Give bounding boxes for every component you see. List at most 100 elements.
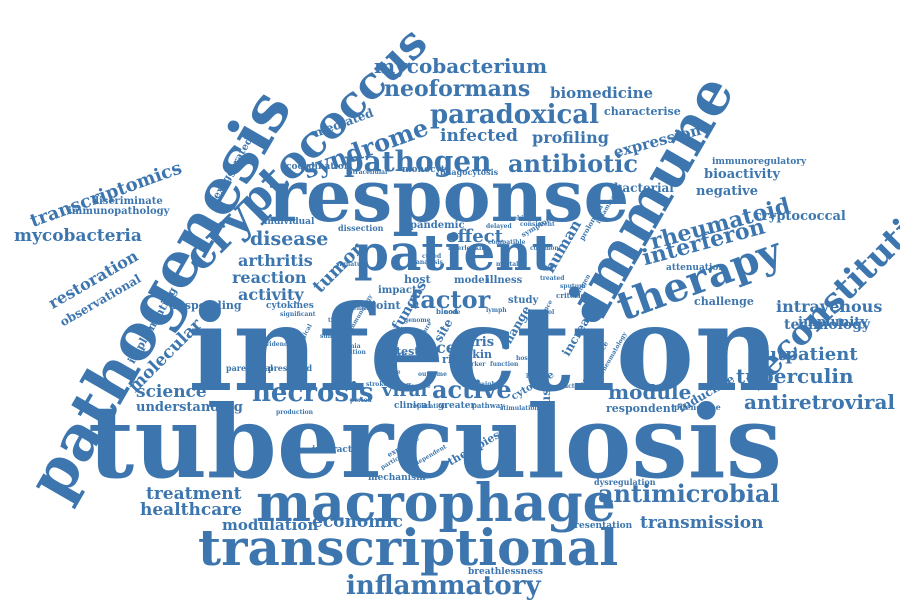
- word-subtype: subtype: [320, 333, 347, 340]
- word-effect: effect: [446, 226, 503, 247]
- word-tuberculosis: tuberculosis: [88, 383, 782, 501]
- word-transcriptional: transcriptional: [198, 518, 619, 577]
- word-antimicrobial: antimicrobial: [598, 479, 780, 508]
- word-outcome: outcome: [418, 371, 447, 378]
- word-level: level: [526, 373, 542, 380]
- word-bioactivity: bioactivity: [704, 167, 781, 182]
- word-disease: disease: [250, 228, 329, 250]
- word-reaction: reaction: [232, 268, 307, 287]
- word-seeking: seeking: [506, 215, 533, 222]
- word-profiling: profiling: [532, 128, 609, 147]
- word-condition: condition: [334, 349, 366, 356]
- word-intravenous: intravenous: [776, 297, 883, 316]
- word-weight: weight: [476, 381, 499, 388]
- word-control: control: [530, 309, 555, 316]
- word-neoformans: neoformans: [384, 76, 531, 102]
- word-significant: significant: [280, 311, 316, 318]
- word-stroke: stroke: [366, 381, 388, 388]
- word-impact: impact: [378, 285, 417, 296]
- word-production: production: [276, 409, 313, 416]
- word-study: study: [508, 295, 539, 306]
- word-risk: risk: [442, 353, 466, 366]
- word-discriminate: discriminate: [92, 196, 163, 207]
- word-active: active: [432, 375, 512, 404]
- word-period: period: [350, 397, 372, 404]
- word-sputum: sputum: [560, 283, 586, 290]
- word-model: model: [454, 275, 489, 286]
- word-blood: blood: [436, 307, 458, 316]
- word-pathway: pathway: [472, 401, 505, 410]
- word-cytokines: cytokines: [266, 301, 314, 311]
- word-respondent: respondent: [606, 402, 676, 415]
- word-interaction: interaction: [312, 445, 369, 455]
- word-iris: iris: [470, 335, 495, 350]
- word-bacteria: bacteria: [560, 383, 588, 390]
- word-cell: cell: [436, 338, 469, 357]
- word-healthcare: healthcare: [140, 500, 242, 520]
- word-illness: illness: [486, 275, 523, 286]
- word-outpatient: outpatient: [752, 344, 858, 365]
- word-mycobacterium: mycobacterium: [374, 54, 548, 78]
- word-consistent: consistent: [520, 221, 555, 228]
- word-clinical: clinical: [394, 401, 432, 411]
- word-tissue: tissue: [328, 317, 348, 324]
- word-replication: replication: [410, 403, 447, 410]
- word-paradoxical: paradoxical: [430, 100, 600, 130]
- word-antibiotic: antibiotic: [508, 149, 638, 178]
- word-response: response: [268, 153, 630, 238]
- word-stimulation: stimulation: [500, 405, 539, 412]
- word-compatible: compatible: [488, 239, 526, 246]
- word-immunopathology: immunopathology: [68, 206, 170, 217]
- word-analysis: analysis: [416, 259, 443, 266]
- word-delayed: delayed: [486, 223, 512, 230]
- word-infection: infection: [188, 279, 781, 418]
- word-effective: effective: [402, 383, 431, 390]
- word-severe: severe: [376, 361, 398, 368]
- word-understanding: understanding: [136, 400, 243, 415]
- word-mechanism: mechanism: [368, 473, 426, 483]
- word-module: module: [608, 380, 692, 404]
- word-skin: skin: [466, 348, 492, 361]
- word-node: node: [444, 309, 461, 316]
- word-anemia: anemia: [336, 343, 361, 350]
- word-dysregulation: dysregulation: [594, 477, 656, 487]
- word-negative: negative: [696, 184, 759, 199]
- word-intracellular: intracellular: [346, 169, 389, 176]
- word-common: common: [530, 245, 559, 252]
- word-centre: centre: [378, 349, 407, 359]
- word-evidence: evidence: [262, 341, 292, 348]
- word-lymph: lymph: [486, 307, 507, 314]
- word-infectious: infectious: [539, 389, 553, 456]
- word-criterion: criterion: [556, 291, 591, 300]
- word-challenge: challenge: [694, 295, 754, 308]
- word-function: function: [490, 361, 519, 368]
- word-science: science: [136, 382, 207, 402]
- word-coordination: coordination: [286, 162, 351, 172]
- word-greater: greater: [438, 401, 476, 411]
- word-characterise: characterise: [604, 105, 681, 118]
- word-signature: signature: [336, 261, 369, 268]
- word-antiretroviral: antiretroviral: [744, 390, 896, 414]
- word-infected: infected: [440, 126, 518, 146]
- word-transmission: transmission: [640, 513, 764, 533]
- word-attenuation: attenuation: [666, 263, 725, 273]
- word-worker: worker: [462, 361, 486, 368]
- word-parenteral: parenteral: [226, 363, 274, 373]
- word-individual: individual: [264, 217, 315, 227]
- word-genome: genome: [404, 317, 431, 324]
- word-modulation: modulation: [222, 516, 319, 534]
- word-bacterial: bacterial: [614, 181, 674, 195]
- word-arthritis: arthritis: [238, 251, 313, 270]
- word-factor: factor: [410, 285, 491, 314]
- word-potential: potential: [342, 305, 373, 312]
- word-technology: technology: [784, 317, 871, 333]
- word-cured: cured: [422, 253, 442, 260]
- word-host: host: [404, 273, 431, 286]
- word-mycobacteria: mycobacteria: [14, 226, 142, 246]
- word-monocyte: monocyte: [402, 165, 451, 175]
- word-interleukin: interleukin: [448, 245, 486, 252]
- word-dissection: dissection: [338, 223, 384, 233]
- word-immunity: immunity: [798, 315, 868, 330]
- word-macrophage: macrophage: [256, 473, 616, 534]
- word-joint: joint: [372, 299, 401, 312]
